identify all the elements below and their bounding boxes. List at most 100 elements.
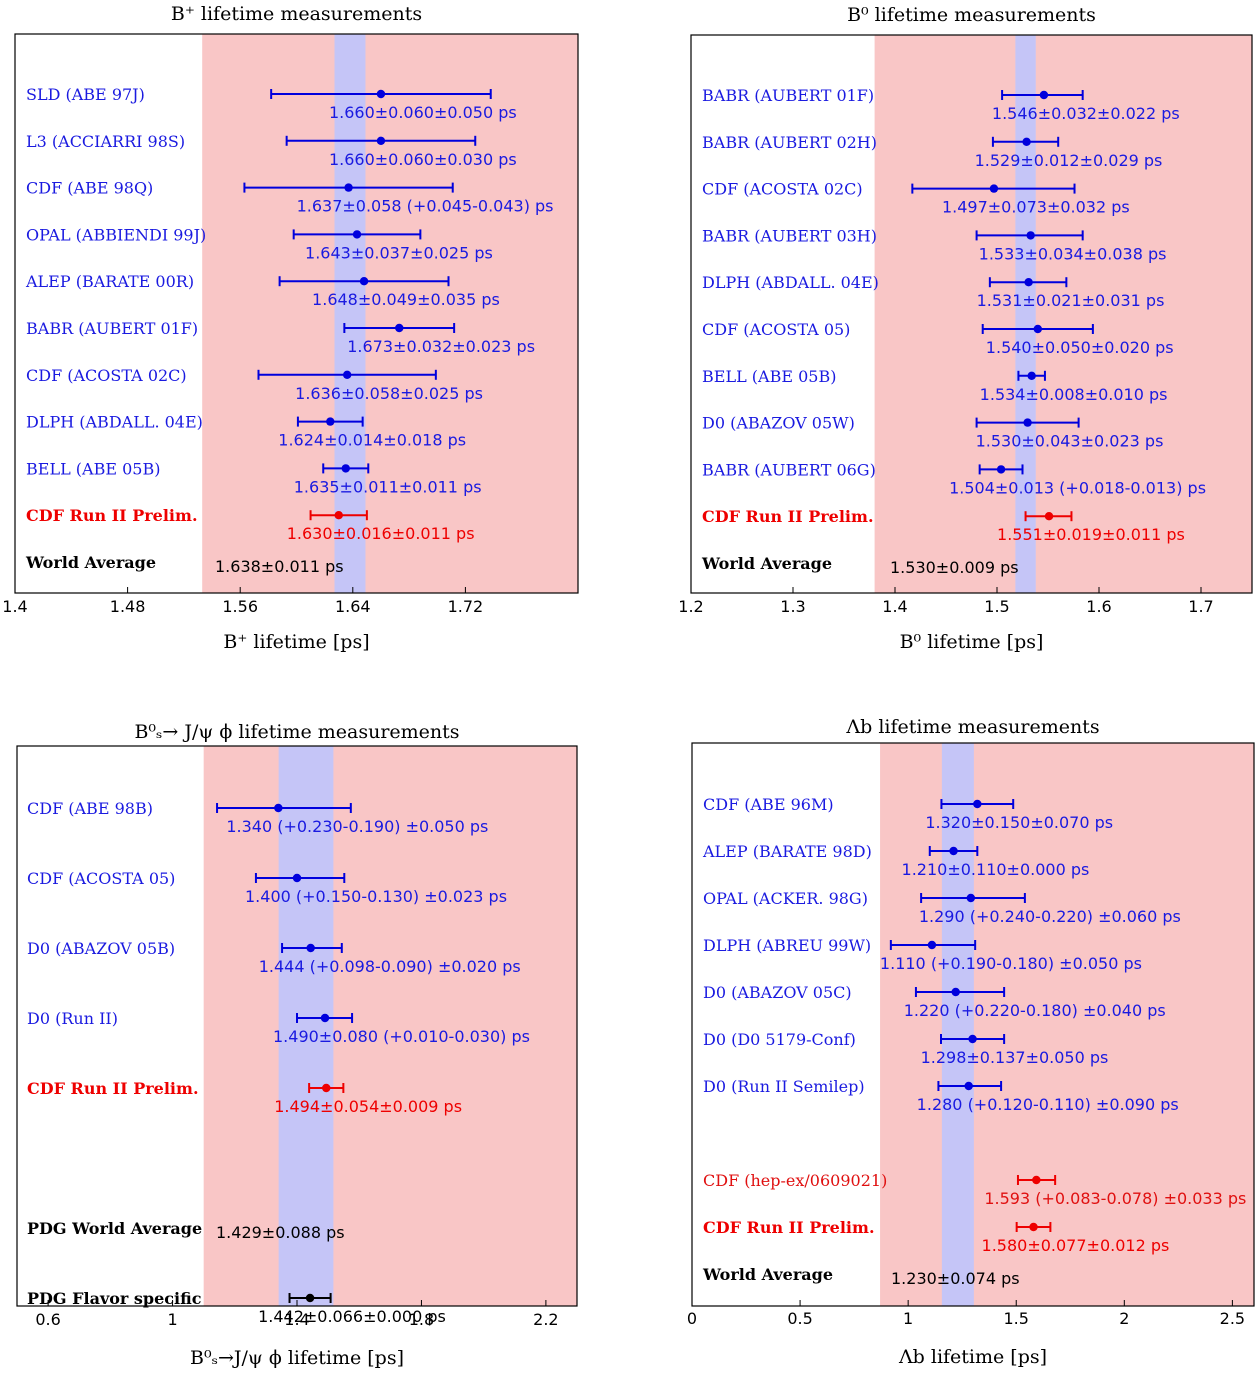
chart-title: B⁺ lifetime measurements (171, 3, 422, 25)
measurement-label: D0 (D0 5179-Conf) (703, 1030, 856, 1049)
x-tick-label: 1 (903, 1309, 913, 1328)
data-point (322, 1083, 331, 1093)
data-point (1029, 1222, 1038, 1232)
measurement-label: CDF (ACOSTA 05) (702, 320, 850, 339)
measurement-value: 1.400 (+0.150-0.130) ±0.023 ps (245, 887, 507, 906)
measurement-value: 1.442±0.066±0.000 ps (258, 1307, 446, 1326)
x-tick-label: 1.7 (1188, 597, 1213, 616)
measurement-value: 1.673±0.032±0.023 ps (347, 337, 535, 356)
x-tick-label: 1.56 (222, 597, 258, 616)
measurement-value: 1.298±0.137±0.050 ps (921, 1048, 1109, 1067)
measurement-label: BELL (ABE 05B) (26, 459, 160, 478)
measurement-value: 1.637±0.058 (+0.045-0.043) ps (297, 197, 554, 216)
data-point (1039, 90, 1049, 100)
measurement-value: 1.494±0.054±0.009 ps (274, 1097, 462, 1116)
measurement-label: BABR (AUBERT 01F) (26, 319, 198, 338)
data-point (949, 846, 958, 856)
x-tick-label: 1.72 (448, 597, 484, 616)
measurement-label: BABR (AUBERT 06G) (702, 460, 876, 479)
x-tick-label: 2.5 (1220, 1309, 1245, 1328)
x-tick-label: 1 (167, 1310, 177, 1329)
measurement-label: CDF (ABE 96M) (703, 795, 834, 814)
data-point (395, 323, 404, 333)
measurement-value: 1.643±0.037±0.025 ps (305, 243, 493, 262)
measurement-value: 1.546±0.032±0.022 ps (992, 104, 1180, 123)
data-point (376, 89, 386, 99)
data-point (376, 136, 386, 145)
x-tick-label: 1.2 (678, 597, 703, 616)
measurement-label: ALEP (BARATE 98D) (702, 842, 872, 861)
measurement-label: CDF (ACOSTA 02C) (702, 180, 863, 199)
measurement-label: CDF Run II Prelim. (702, 507, 874, 526)
data-point (989, 184, 999, 193)
x-tick-label: 2 (1119, 1309, 1129, 1328)
measurement-label: D0 (ABAZOV 05B) (27, 939, 175, 958)
measurement-value: 1.660±0.060±0.050 ps (329, 103, 517, 122)
data-point (274, 803, 283, 813)
measurement-value: 1.529±0.012±0.029 ps (975, 151, 1163, 170)
measurement-label: DLPH (ABDALL. 04E) (26, 413, 203, 432)
data-point (968, 1034, 977, 1044)
b-zero-lifetime-chart: B⁰ lifetime measurements 1.2 1.3 1.4 1.5 1.6 1… (678, 4, 1253, 653)
measurement-value: 1.110 (+0.190-0.180) ±0.050 ps (880, 954, 1142, 973)
x-tick-label: 1.6 (1086, 597, 1111, 616)
measurement-value: 1.593 (+0.083-0.078) ±0.033 ps (984, 1189, 1246, 1208)
x-tick-label: 1.4 (2, 597, 27, 616)
measurement-label: ALEP (BARATE 00R) (25, 272, 194, 291)
x-axis-label: B⁰ lifetime [ps] (900, 631, 1044, 653)
average-band (334, 34, 366, 593)
measurement-value: 1.340 (+0.230-0.190) ±0.050 ps (226, 817, 488, 836)
measurement-value: 1.533±0.034±0.038 ps (979, 244, 1167, 263)
measurement-value: 1.624±0.014±0.018 ps (278, 431, 466, 450)
measurement-value: 1.540±0.050±0.020 ps (986, 338, 1174, 357)
chart-title: B⁰ₛ→ J/ψ ϕ lifetime measurements (134, 721, 459, 743)
measurement-value: 1.530±0.043±0.023 ps (976, 432, 1164, 451)
average-value: 1.530±0.009 ps (890, 558, 1019, 577)
x-tick-label: 0 (687, 1309, 697, 1328)
measurement-label: CDF Run II Prelim. (703, 1218, 875, 1237)
shaded-region (874, 35, 1252, 593)
measurement-label: DLPH (ABDALL. 04E) (702, 273, 879, 292)
lambda-b-lifetime-chart: Λb lifetime measurements 0 0.5 1 1.5 2 2.5 Λb l… (687, 716, 1255, 1368)
data-point (305, 1293, 315, 1303)
measurement-value: 1.444 (+0.098-0.090) ±0.020 ps (259, 957, 521, 976)
measurement-label: CDF (ACOSTA 02C) (26, 366, 187, 385)
data-point (1023, 418, 1032, 427)
x-tick-label: 1.4 (284, 1310, 309, 1329)
measurement-value: 1.635±0.011±0.011 ps (294, 477, 482, 496)
measurement-value: 1.531±0.021±0.031 ps (977, 291, 1165, 310)
data-point (1024, 278, 1033, 287)
data-point (292, 873, 302, 883)
measurement-label: CDF Run II Prelim. (27, 1079, 199, 1098)
measurement-label: D0 (ABAZOV 05W) (702, 414, 855, 433)
x-axis-label: Λb lifetime [ps] (898, 1346, 1047, 1368)
measurement-label: CDF (ACOSTA 05) (27, 869, 175, 888)
average-band (1015, 35, 1036, 593)
data-point (1033, 324, 1043, 334)
average-band (941, 743, 974, 1306)
measurement-value: 1.220 (+0.220-0.180) ±0.040 ps (904, 1001, 1166, 1020)
data-point (1026, 231, 1035, 240)
x-tick-label: 1.64 (335, 597, 371, 616)
measurement-value: 1.290 (+0.240-0.220) ±0.060 ps (919, 907, 1181, 926)
data-point (973, 799, 982, 809)
measurement-value: 1.551±0.019±0.011 ps (997, 525, 1185, 544)
x-tick-label: 0.6 (35, 1310, 60, 1329)
measurement-label: OPAL (ACKER. 98G) (703, 889, 868, 908)
measurement-label: CDF (hep-ex/0609021) (703, 1171, 887, 1190)
measurement-label: BABR (AUBERT 01F) (702, 86, 874, 105)
measurement-label: PDG World Average (27, 1219, 202, 1238)
x-tick-label: 1.4 (882, 597, 907, 616)
data-point (951, 987, 960, 997)
x-tick-label: 2.2 (533, 1310, 558, 1329)
data-point (326, 417, 335, 426)
plot-frame (14, 33, 579, 594)
measurement-label: BABR (AUBERT 03H) (702, 226, 877, 245)
measurement-value: 1.660±0.060±0.030 ps (329, 150, 517, 169)
data-point (927, 940, 937, 950)
measurement-label: CDF (ABE 98Q) (26, 179, 153, 198)
measurement-label: CDF Run II Prelim. (26, 506, 198, 525)
data-point (1032, 1175, 1041, 1185)
measurement-label: World Average (701, 554, 832, 573)
